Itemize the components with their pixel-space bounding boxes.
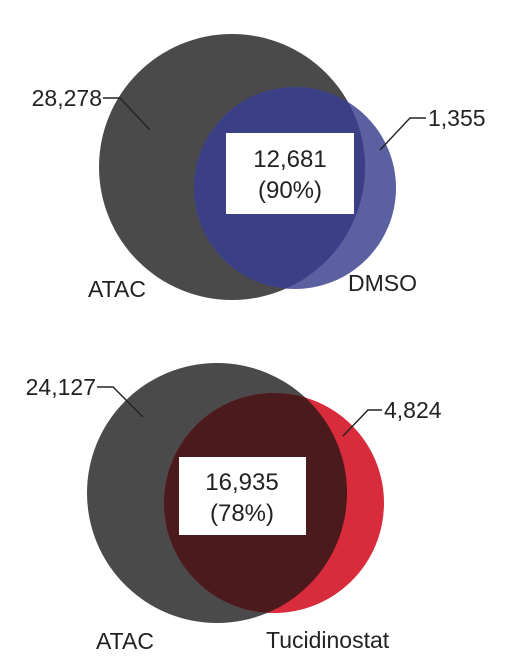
overlap-percent: (90%) [258, 177, 322, 204]
venn-atac-dmso: 12,681 (90%) 28,278 1,355 ATAC DMSO [32, 16, 486, 302]
tucidinostat-only-count: 4,824 [384, 397, 442, 423]
atac-only-count: 28,278 [32, 85, 102, 111]
atac-label: ATAC [88, 276, 146, 302]
dmso-only-count: 1,355 [428, 105, 486, 131]
atac-label: ATAC [96, 628, 154, 654]
venn-atac-tucidinostat: 16,935 (78%) 24,127 4,824 ATAC Tucidinos… [26, 363, 442, 654]
tucidinostat-label: Tucidinostat [266, 627, 390, 653]
atac-only-count: 24,127 [26, 374, 96, 400]
overlap-percent: (78%) [210, 500, 274, 527]
overlap-count: 16,935 [205, 469, 278, 496]
dmso-label: DMSO [348, 270, 417, 296]
overlap-count: 12,681 [253, 146, 326, 173]
